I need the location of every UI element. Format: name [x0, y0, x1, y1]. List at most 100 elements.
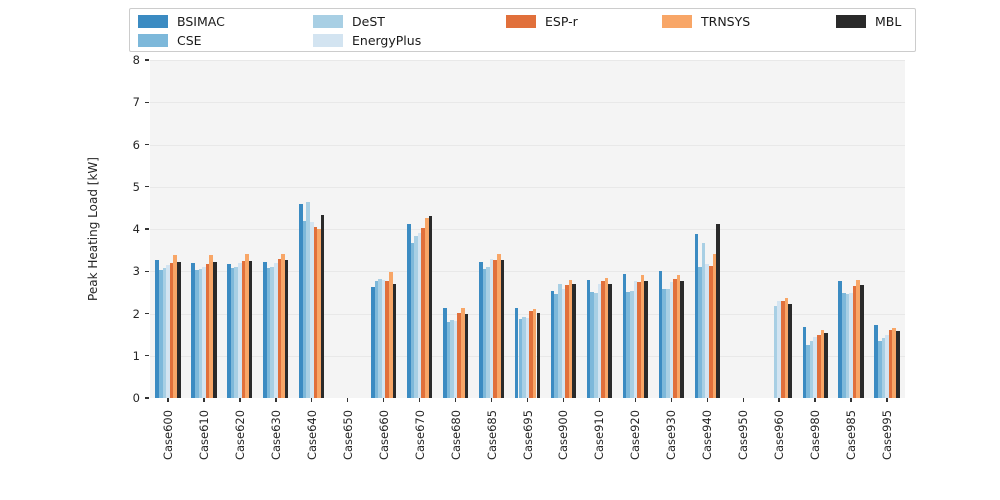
bar-EnergyPlus-Case685: [489, 259, 494, 398]
bar-CSE-Case940: [698, 267, 702, 398]
bar-CSE-Case630: [266, 267, 271, 398]
legend-swatch-BSIMAC: [138, 15, 168, 28]
bar-BSIMAC-Case640: [299, 203, 303, 398]
bar-TRNSYS-Case685: [496, 253, 501, 398]
x-tick: [167, 398, 169, 402]
x-tick: [778, 398, 780, 402]
bar-ESP-r-Case960: [780, 301, 785, 398]
legend-item-TRNSYS: TRNSYS: [662, 12, 750, 31]
bar-DeST-Case600: [162, 267, 167, 398]
bar-CSE-Case910: [590, 292, 594, 398]
bar-BSIMAC-Case660: [371, 286, 375, 398]
x-tick: [634, 398, 637, 402]
bar-CSE-Case640: [302, 220, 307, 398]
legend-label: BSIMAC: [177, 14, 225, 29]
x-tick: [275, 398, 277, 402]
bar-BSIMAC-Case620: [227, 263, 231, 398]
y-tick: [145, 270, 149, 272]
legend-label: MBL: [875, 14, 902, 29]
legend-swatch-EnergyPlus: [313, 34, 343, 47]
y-tick: [145, 143, 149, 146]
bar-EnergyPlus-Case910: [597, 284, 602, 398]
bar-MBL-Case980: [824, 332, 828, 398]
bar-ESP-r-Case910: [601, 281, 605, 398]
bar-CSE-Case680: [446, 321, 451, 398]
bar-DeST-Case630: [270, 267, 275, 398]
bar-BSIMAC-Case695: [514, 307, 519, 398]
x-tick: [382, 398, 385, 402]
bar-MBL-Case930: [680, 281, 684, 398]
bar-BSIMAC-Case995: [874, 324, 879, 398]
bar-EnergyPlus-Case695: [525, 318, 530, 398]
bar-ESP-r-Case670: [421, 228, 426, 398]
bar-BSIMAC-Case920: [622, 273, 627, 398]
bar-CSE-Case600: [158, 269, 163, 398]
bar-DeST-Case930: [665, 288, 670, 398]
y-tick: [145, 59, 149, 61]
bar-MBL-Case600: [176, 261, 181, 398]
gridline: [150, 102, 905, 104]
bar-CSE-Case610: [194, 269, 199, 398]
bar-TRNSYS-Case670: [425, 218, 429, 398]
bar-BSIMAC-Case910: [586, 280, 591, 398]
bar-DeST-Case620: [234, 266, 239, 398]
bar-CSE-Case670: [410, 242, 415, 398]
bar-DeST-Case940: [701, 242, 706, 398]
legend-item-DeST: DeST: [313, 12, 385, 31]
bar-MBL-Case640: [320, 215, 325, 398]
bar-EnergyPlus-Case680: [453, 321, 458, 398]
bar-ESP-r-Case680: [457, 312, 461, 398]
bar-BSIMAC-Case670: [407, 223, 411, 398]
bar-TRNSYS-Case620: [245, 253, 249, 398]
bar-EnergyPlus-Case985: [849, 293, 853, 398]
bar-TRNSYS-Case660: [389, 272, 393, 398]
bar-ESP-r-Case940: [709, 265, 713, 398]
legend-item-CSE: CSE: [138, 31, 202, 50]
bar-ESP-r-Case640: [313, 226, 318, 398]
y-tick: [145, 312, 149, 315]
bar-DeST-Case985: [845, 294, 850, 398]
bar-ESP-r-Case685: [493, 259, 497, 398]
bar-MBL-Case960: [788, 304, 792, 398]
bar-DeST-Case670: [414, 235, 418, 398]
bar-TRNSYS-Case920: [640, 275, 645, 398]
y-tick-label: 5: [132, 179, 140, 194]
gridline: [150, 186, 905, 188]
bar-DeST-Case685: [486, 266, 490, 398]
gridline: [150, 144, 905, 146]
bar-BSIMAC-Case600: [155, 260, 159, 398]
bar-CSE-Case695: [518, 319, 523, 398]
bar-MBL-Case995: [896, 331, 900, 398]
bar-EnergyPlus-Case900: [561, 288, 566, 398]
bar-MBL-Case630: [284, 260, 289, 398]
y-tick-label: 3: [132, 264, 140, 279]
legend-label: EnergyPlus: [352, 33, 422, 48]
bar-TRNSYS-Case910: [604, 278, 609, 398]
bar-EnergyPlus-Case610: [202, 266, 206, 398]
y-tick: [145, 355, 149, 357]
bar-MBL-Case660: [392, 284, 397, 398]
y-tick-label: 4: [132, 222, 140, 236]
bar-DeST-Case900: [558, 283, 562, 398]
bar-TRNSYS-Case960: [784, 298, 789, 398]
x-tick: [418, 398, 421, 402]
gridline: [150, 313, 905, 315]
bar-TRNSYS-Case610: [209, 255, 213, 398]
bar-ESP-r-Case980: [816, 334, 821, 398]
bar-DeST-Case910: [594, 293, 598, 398]
bar-EnergyPlus-Case620: [238, 263, 242, 398]
bar-ESP-r-Case695: [529, 311, 533, 398]
bar-MBL-Case900: [572, 283, 577, 398]
bar-MBL-Case610: [212, 261, 217, 398]
bar-DeST-Case995: [881, 338, 886, 398]
x-axis-tick-label: Case995: [880, 409, 895, 461]
bar-TRNSYS-Case695: [532, 309, 537, 398]
legend-swatch-MBL: [836, 15, 866, 28]
bar-DeST-Case660: [378, 278, 382, 398]
bar-EnergyPlus-Case920: [633, 281, 638, 398]
gridline: [150, 229, 905, 230]
bar-DeST-Case695: [522, 317, 526, 398]
x-tick: [598, 398, 601, 402]
x-tick: [562, 398, 565, 402]
